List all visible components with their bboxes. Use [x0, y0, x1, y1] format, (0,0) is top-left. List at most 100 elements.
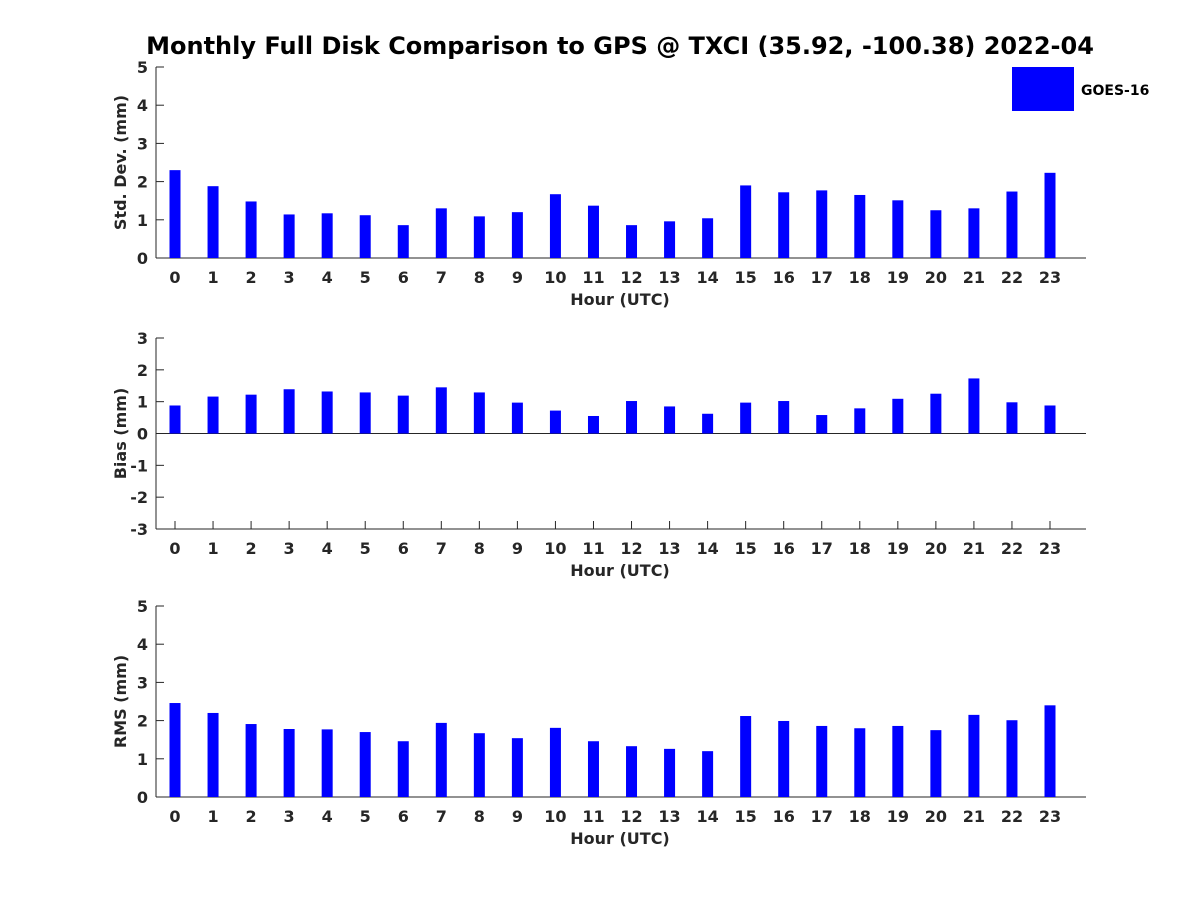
y-tick-label: 4: [137, 96, 148, 115]
x-tick-label: 0: [169, 539, 180, 558]
y-tick-label: 3: [137, 673, 148, 692]
x-tick-label: 7: [436, 539, 447, 558]
y-tick-label: -3: [130, 520, 148, 539]
y-tick-label: 5: [137, 597, 148, 616]
bar-hour-10: [549, 727, 561, 797]
x-tick-label: 20: [925, 539, 947, 558]
bar-hour-20: [930, 730, 942, 797]
x-tick-label: 14: [696, 807, 718, 826]
bar-hour-20: [930, 393, 942, 434]
bar-hour-6: [397, 225, 409, 258]
bar-hour-5: [359, 215, 371, 258]
legend-label: GOES-16: [1081, 83, 1149, 99]
x-tick-label: 2: [246, 807, 257, 826]
x-axis-label: Hour (UTC): [570, 829, 670, 848]
x-tick-label: 11: [582, 807, 604, 826]
x-tick-label: 8: [474, 807, 485, 826]
bar-hour-6: [397, 741, 409, 797]
x-tick-label: 6: [398, 268, 409, 287]
x-tick-label: 6: [398, 807, 409, 826]
x-axis-label: Hour (UTC): [570, 561, 670, 580]
bar-hour-9: [511, 402, 523, 434]
x-tick-label: 2: [246, 539, 257, 558]
bar-hour-10: [549, 410, 561, 434]
bar-hour-3: [283, 389, 295, 434]
bar-hour-3: [283, 729, 295, 797]
bar-hour-19: [892, 398, 904, 434]
x-tick-label: 20: [925, 807, 947, 826]
legend: GOES-16: [1012, 67, 1149, 111]
bar-hour-18: [854, 408, 866, 434]
x-tick-label: 7: [436, 807, 447, 826]
x-tick-label: 13: [658, 268, 680, 287]
x-tick-label: 5: [360, 807, 371, 826]
bar-hour-22: [1006, 720, 1018, 797]
bar-hour-11: [587, 205, 599, 258]
bar-hour-16: [778, 401, 790, 434]
bar-hour-21: [968, 208, 980, 258]
x-tick-label: 4: [322, 807, 333, 826]
y-tick-label: 0: [137, 249, 148, 268]
x-tick-label: 15: [735, 539, 757, 558]
bar-hour-13: [664, 748, 676, 797]
y-tick-label: 3: [137, 329, 148, 348]
bar-hour-14: [702, 413, 714, 434]
x-tick-label: 19: [887, 268, 909, 287]
bar-hour-18: [854, 728, 866, 797]
bar-hour-3: [283, 214, 295, 258]
x-tick-label: 17: [811, 539, 833, 558]
x-tick-label: 16: [773, 268, 795, 287]
x-tick-label: 1: [207, 807, 218, 826]
x-tick-label: 4: [322, 539, 333, 558]
x-tick-label: 0: [169, 268, 180, 287]
bar-hour-16: [778, 192, 790, 258]
bar-hour-14: [702, 751, 714, 797]
bar-hour-0: [169, 703, 181, 797]
bar-hour-23: [1044, 172, 1056, 258]
y-tick-label: -2: [130, 488, 148, 507]
x-tick-label: 4: [322, 268, 333, 287]
x-tick-label: 15: [735, 807, 757, 826]
y-tick-label: 5: [137, 58, 148, 77]
bar-hour-5: [359, 732, 371, 797]
x-tick-label: 11: [582, 539, 604, 558]
x-tick-label: 18: [849, 539, 871, 558]
bar-hour-8: [473, 733, 485, 797]
bar-hour-7: [435, 208, 447, 258]
y-tick-label: 2: [137, 712, 148, 731]
y-tick-label: 4: [137, 635, 148, 654]
bar-hour-7: [435, 722, 447, 797]
x-tick-label: 5: [360, 268, 371, 287]
bar-hour-1: [207, 396, 219, 434]
bar-hour-0: [169, 405, 181, 434]
x-tick-label: 22: [1001, 807, 1023, 826]
bar-hour-17: [816, 415, 828, 434]
bar-hour-11: [587, 415, 599, 434]
bar-hour-19: [892, 200, 904, 258]
x-tick-label: 11: [582, 268, 604, 287]
bar-hour-8: [473, 392, 485, 434]
x-tick-label: 23: [1039, 268, 1061, 287]
x-tick-label: 3: [284, 268, 295, 287]
bar-hour-22: [1006, 191, 1018, 258]
bar-hour-6: [397, 395, 409, 434]
bar-hour-4: [321, 391, 333, 434]
x-axis-label: Hour (UTC): [570, 290, 670, 309]
x-tick-label: 23: [1039, 539, 1061, 558]
x-tick-label: 9: [512, 807, 523, 826]
bar-hour-17: [816, 190, 828, 258]
bar-hour-0: [169, 170, 181, 258]
y-tick-label: 0: [137, 425, 148, 444]
bar-hour-4: [321, 213, 333, 258]
bar-hour-22: [1006, 402, 1018, 434]
x-tick-label: 13: [658, 539, 680, 558]
x-tick-label: 14: [696, 268, 718, 287]
x-tick-label: 1: [207, 539, 218, 558]
bar-hour-19: [892, 725, 904, 797]
bar-hour-15: [740, 185, 752, 258]
bar-hour-12: [626, 401, 638, 434]
bar-hour-12: [626, 225, 638, 258]
